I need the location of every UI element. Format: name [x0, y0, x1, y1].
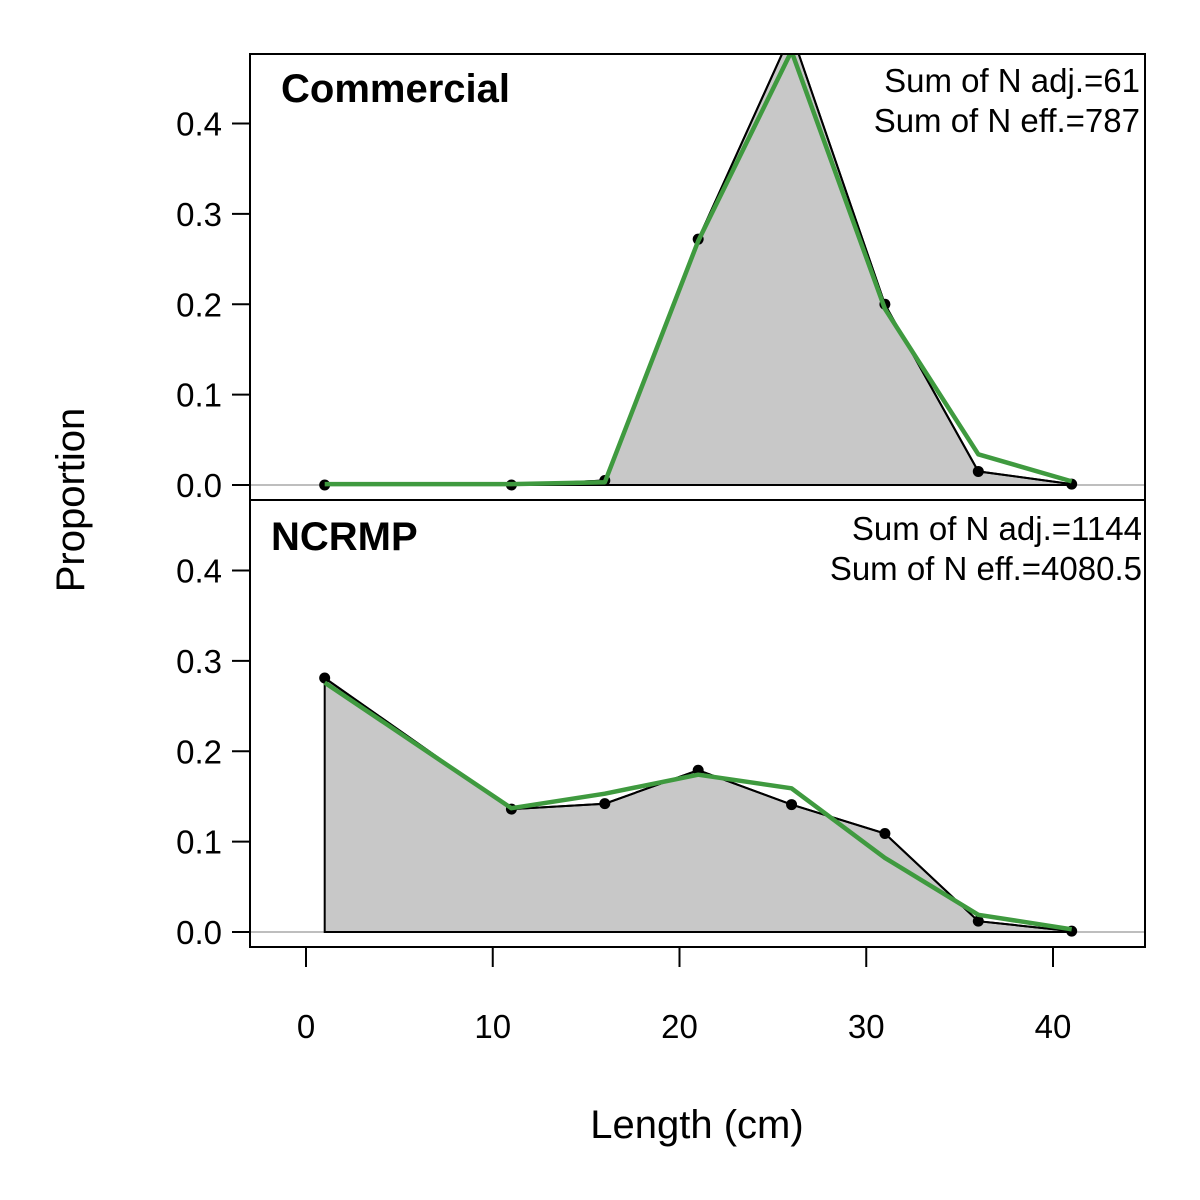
x-tick-label-1: 10 — [474, 1008, 511, 1045]
x-axis-title: Length (cm) — [590, 1103, 803, 1147]
y-tick-label-ncrmp-2: 0.2 — [176, 733, 222, 770]
x-tick-label-3: 30 — [848, 1008, 885, 1045]
y-tick-label-ncrmp-4: 0.4 — [176, 553, 222, 590]
annotation-n-eff-ncrmp: Sum of N eff.=4080.5 — [830, 550, 1142, 587]
annotation-n-adj-commercial: Sum of N adj.=61 — [884, 62, 1140, 99]
x-tick-label-0: 0 — [297, 1008, 315, 1045]
y-axis-title: Proportion — [49, 408, 93, 593]
y-axis-commercial: 0.0 0.1 0.2 0.3 0.4 — [176, 106, 251, 504]
panel-title-commercial: Commercial — [281, 67, 510, 111]
annotation-n-adj-ncrmp: Sum of N adj.=1144 — [852, 510, 1142, 547]
expected-line-commercial — [324, 54, 1073, 487]
panel-ncrmp: NCRMP Sum of N adj.=1144 Sum of N eff.=4… — [176, 499, 1146, 951]
y-tick-label-commercial-4: 0.4 — [176, 106, 222, 143]
observed-area-ncrmp — [323, 676, 1073, 933]
x-axis: 0 10 20 30 40 — [297, 946, 1072, 1045]
x-tick-label-2: 20 — [661, 1008, 698, 1045]
expected-line-ncrmp — [323, 680, 1073, 932]
y-tick-label-commercial-0: 0.0 — [176, 467, 222, 504]
y-tick-label-ncrmp-0: 0.0 — [176, 914, 222, 951]
x-tick-label-4: 40 — [1035, 1008, 1072, 1045]
observed-point-ncrmp-5 — [879, 827, 891, 839]
observed-point-commercial-4 — [786, 28, 797, 39]
y-tick-label-ncrmp-1: 0.1 — [176, 824, 222, 861]
y-tick-label-commercial-2: 0.2 — [176, 286, 222, 323]
annotation-n-eff-commercial: Sum of N eff.=787 — [874, 102, 1140, 139]
observed-point-ncrmp-4 — [786, 799, 798, 811]
observed-point-commercial-6 — [972, 465, 984, 477]
observed-point-ncrmp-2 — [599, 798, 611, 810]
panel-commercial: Commercial Sum of N adj.=61 Sum of N eff… — [176, 28, 1146, 504]
y-tick-label-ncrmp-3: 0.3 — [176, 643, 222, 680]
observed-point-ncrmp-0 — [319, 672, 331, 684]
y-tick-label-commercial-3: 0.3 — [176, 196, 222, 233]
y-axis-ncrmp: 0.0 0.1 0.2 0.3 0.4 — [176, 553, 251, 951]
panel-title-ncrmp: NCRMP — [271, 515, 418, 559]
y-tick-label-commercial-1: 0.1 — [176, 377, 222, 414]
observed-point-ncrmp-6 — [972, 915, 984, 927]
